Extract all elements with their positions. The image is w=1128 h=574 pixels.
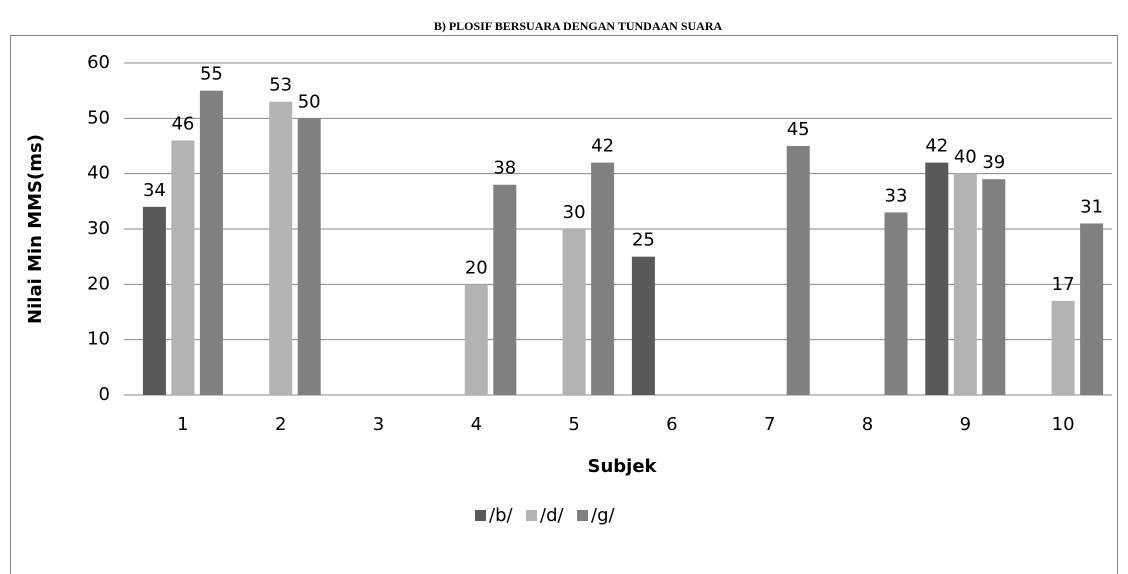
y-tick-label: 50 [87,107,110,128]
data-label: 31 [1080,196,1103,217]
data-label: 30 [563,202,586,223]
x-tick-label: 5 [568,414,579,435]
data-label: 40 [954,147,977,168]
data-label: 33 [885,185,908,206]
x-axis-title: Subjek [587,456,657,477]
y-tick-label: 20 [87,273,110,294]
bar [786,146,810,395]
bar [269,101,293,395]
legend-swatch [475,510,486,521]
data-label: 25 [632,230,655,251]
x-tick-label: 7 [764,414,775,435]
bar [953,173,977,395]
x-tick-label: 10 [1052,414,1075,435]
chart-frame [10,35,1118,574]
x-tick-label: 1 [177,414,188,435]
data-label: 50 [298,91,321,112]
bar [142,206,166,395]
data-label: 42 [591,136,614,157]
y-tick-label: 60 [87,52,110,73]
data-label: 20 [465,257,488,278]
bar [1051,300,1075,395]
y-tick-label: 30 [87,218,110,239]
legend-label: /g/ [591,505,615,526]
chart-title: B) PLOSIF BERSUARA DENGAN TUNDAAN SUARA [434,19,723,33]
bar [884,212,908,395]
bar [631,256,655,395]
bar [464,284,488,395]
bar [493,184,517,395]
x-tick-label: 8 [862,414,873,435]
bar [1080,223,1104,395]
data-label: 38 [493,158,516,179]
x-tick-label: 3 [373,414,384,435]
y-tick-label: 40 [87,163,110,184]
legend-swatch [526,510,537,521]
data-label: 34 [143,180,166,201]
legend-label: /d/ [540,505,564,526]
data-label: 42 [925,136,948,157]
y-tick-label: 10 [87,329,110,350]
bar [199,90,223,396]
bar [297,118,321,395]
data-label: 46 [171,113,194,134]
data-label: 39 [982,152,1005,173]
bar [562,229,586,395]
data-label: 45 [787,119,810,140]
legend-label: /b/ [489,505,513,526]
x-tick-label: 4 [471,414,482,435]
data-label: 55 [200,64,223,85]
y-axis-title: Nilai Min MMS(ms) [25,134,46,324]
x-tick-label: 2 [275,414,286,435]
y-tick-label: 0 [99,384,110,405]
bar [982,179,1006,395]
bar [171,140,195,395]
legend-swatch [577,510,588,521]
x-tick-label: 6 [666,414,677,435]
x-tick-label: 9 [960,414,971,435]
bar [591,162,615,395]
data-label: 53 [269,75,292,96]
bar [925,162,949,395]
data-label: 17 [1052,274,1075,295]
